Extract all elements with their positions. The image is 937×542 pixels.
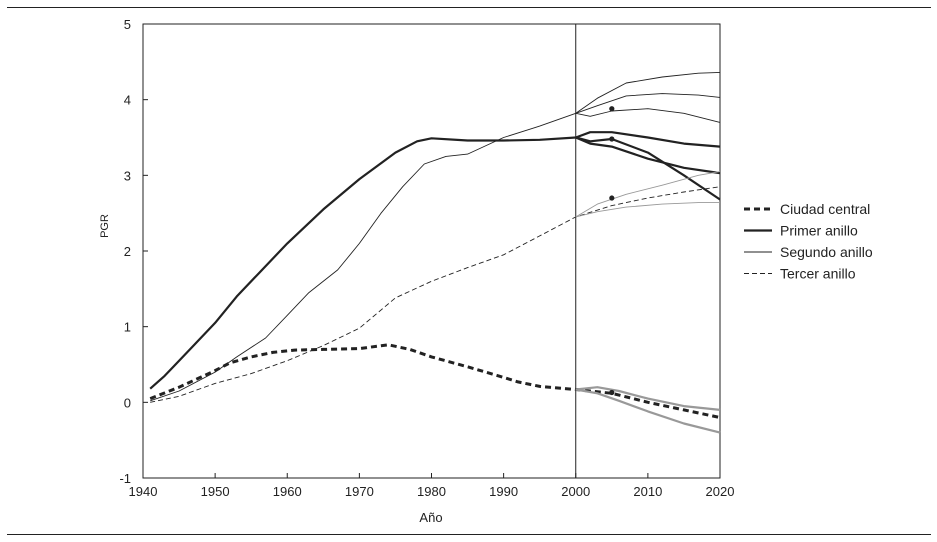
projection-line-4 [575,131,721,148]
series-lines [149,71,721,434]
x-tick-label: 1980 [417,484,446,499]
projection-line-8 [575,93,721,114]
legend-entry-label: Primer anillo [780,223,858,239]
projection-markers [609,106,615,396]
plot-area-frame [142,23,721,479]
top-rule [7,7,931,8]
x-tick-label: 1940 [129,484,158,499]
projection-marker [609,389,615,396]
x-tick-label: 1970 [345,484,374,499]
projection-line-7 [575,71,721,114]
projection-marker [609,136,615,142]
projection-line-10 [575,171,721,218]
y-tick-label: 4 [124,93,131,108]
y-axis-label: PGR [99,214,111,238]
projection-marker [609,106,615,112]
y-tick-label: 2 [124,244,131,259]
axis-ticks: 1940 1950 1960 1970 1980 1990 2000 2010 2020 -1 0 1… [119,17,734,499]
plot-frame [142,23,721,479]
legend-entry-label: Segundo anillo [780,244,873,260]
series-line-1 [149,136,576,390]
legend-entry-label: Tercer anillo [780,266,856,282]
x-tick-label: 1950 [201,484,230,499]
x-tick-label: 1960 [273,484,302,499]
series-line-0 [149,343,721,419]
projection-line-5 [575,136,721,175]
projection-line-6 [575,136,721,201]
axis-labels: Año PGR [99,214,443,525]
x-tick-label: 1990 [489,484,518,499]
legend-entry-label: Ciudad central [780,201,870,217]
y-tick-label: -1 [119,471,131,486]
projection-marker [609,195,615,201]
projection-line-12 [575,386,721,411]
bottom-rule [7,534,931,535]
x-tick-label: 2020 [706,484,735,499]
x-tick-label: 2010 [633,484,662,499]
y-tick-label: 1 [124,320,131,335]
y-tick-label: 0 [124,395,131,410]
series-line-2 [150,112,576,402]
y-tick-label: 5 [124,17,131,32]
x-tick-label: 2000 [561,484,590,499]
y-tick-label: 3 [124,168,131,183]
series-line-3 [150,186,721,403]
x-axis-label: Año [419,510,442,525]
projection-line-9 [575,108,721,123]
legend: Ciudad central Primer anillo Segundo anill… [744,201,873,282]
projection-line-13 [575,388,721,434]
projection-line-11 [575,202,720,218]
